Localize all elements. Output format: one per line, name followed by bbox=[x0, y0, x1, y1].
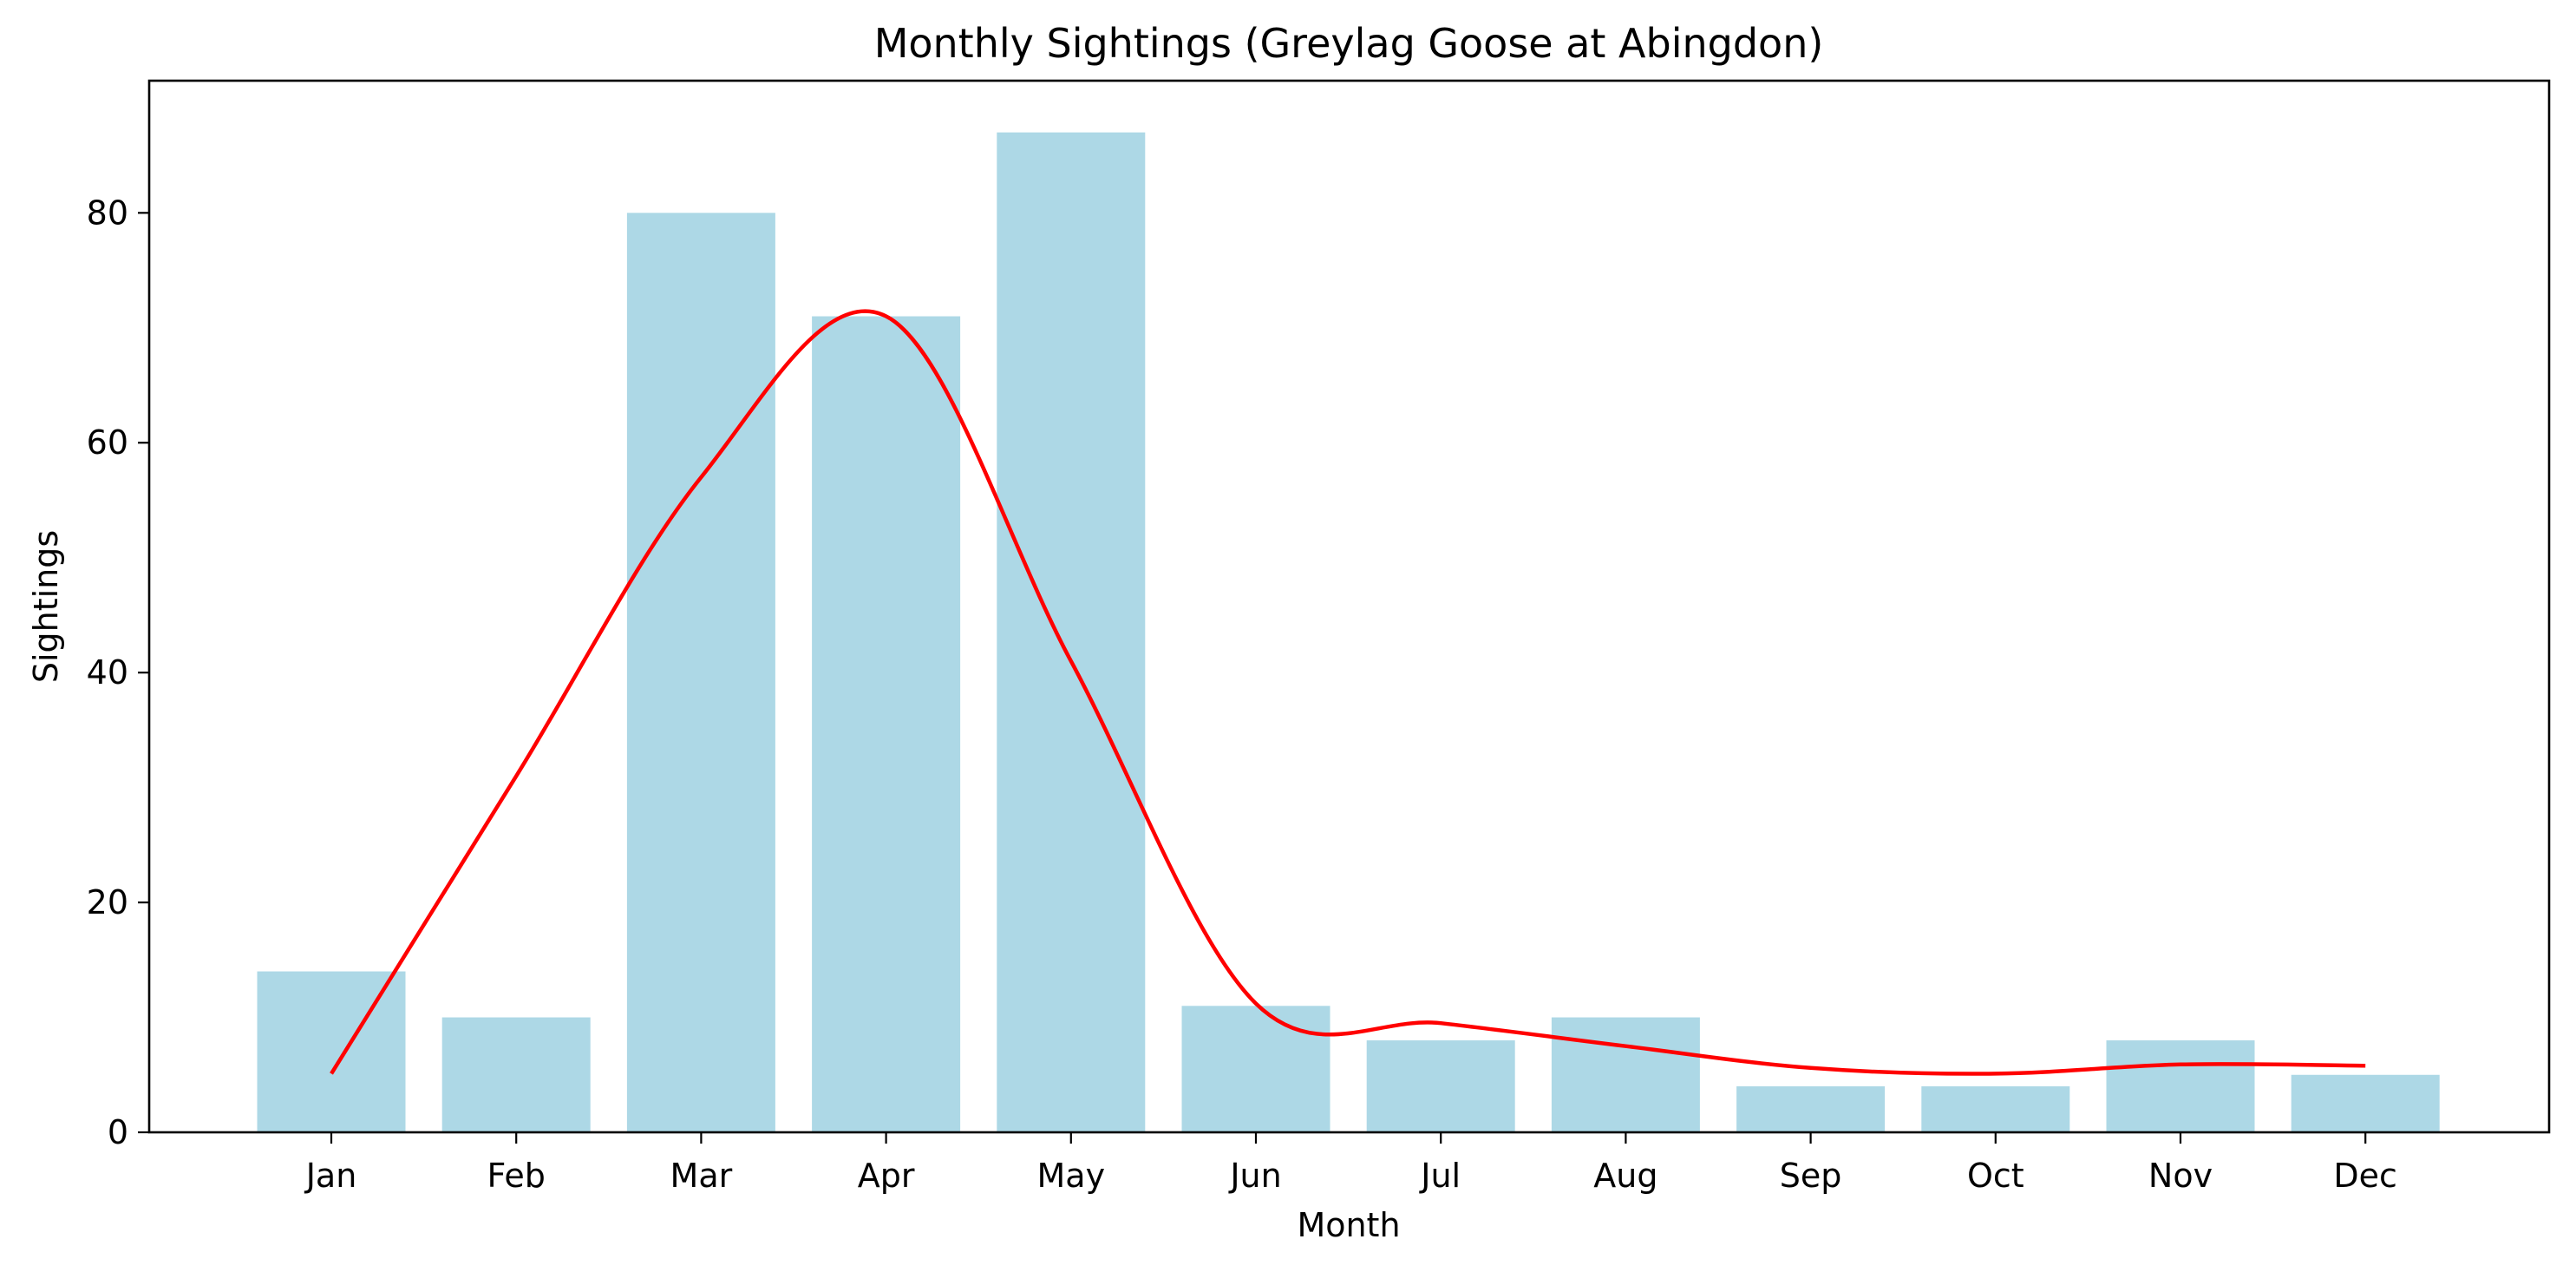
x-tick-label-may: May bbox=[1037, 1157, 1106, 1195]
x-tick-label-mar: Mar bbox=[670, 1157, 733, 1195]
bar-jul bbox=[1366, 1040, 1515, 1132]
y-tick-label-60: 60 bbox=[87, 423, 128, 462]
bar-mar bbox=[626, 213, 775, 1132]
x-tick-label-apr: Apr bbox=[858, 1157, 915, 1195]
bar-sep bbox=[1736, 1086, 1886, 1132]
bars-layer bbox=[257, 132, 2440, 1132]
x-tick-label-sep: Sep bbox=[1780, 1157, 1842, 1195]
x-axis-ticks: Jan Feb Mar Apr May Jun Jul Aug Sep Oct Nov Dec bbox=[304, 1132, 2397, 1195]
y-axis-label: Sightings bbox=[27, 530, 65, 683]
y-tick-label-80: 80 bbox=[87, 193, 128, 232]
chart-title: Monthly Sightings (Greylag Goose at Abin… bbox=[874, 20, 1824, 67]
bar-dec bbox=[2291, 1074, 2440, 1132]
bar-apr bbox=[812, 316, 961, 1132]
x-tick-label-aug: Aug bbox=[1593, 1157, 1657, 1195]
y-axis-ticks: 0 20 40 60 80 bbox=[87, 193, 149, 1151]
x-tick-label-feb: Feb bbox=[487, 1157, 546, 1195]
bar-feb bbox=[441, 1017, 591, 1132]
bar-may bbox=[997, 132, 1146, 1132]
bar-jun bbox=[1181, 1006, 1330, 1132]
x-tick-label-oct: Oct bbox=[1967, 1157, 2024, 1195]
bar-aug bbox=[1551, 1017, 1700, 1132]
trend-line bbox=[330, 309, 2366, 1076]
bar-nov bbox=[2106, 1040, 2255, 1132]
y-tick-label-0: 0 bbox=[108, 1113, 128, 1151]
bar-oct bbox=[1921, 1086, 2070, 1132]
bar-jan bbox=[257, 971, 406, 1132]
x-tick-label-jun: Jun bbox=[1228, 1157, 1281, 1195]
x-tick-label-jan: Jan bbox=[304, 1157, 357, 1195]
x-axis-label: Month bbox=[1297, 1206, 1400, 1244]
y-tick-label-40: 40 bbox=[87, 653, 128, 692]
y-tick-label-20: 20 bbox=[87, 883, 128, 921]
x-tick-label-dec: Dec bbox=[2333, 1157, 2397, 1195]
trend-line-layer bbox=[330, 309, 2366, 1076]
x-tick-label-jul: Jul bbox=[1419, 1157, 1461, 1195]
plot-frame bbox=[147, 79, 2551, 1134]
x-tick-label-nov: Nov bbox=[2148, 1157, 2213, 1195]
